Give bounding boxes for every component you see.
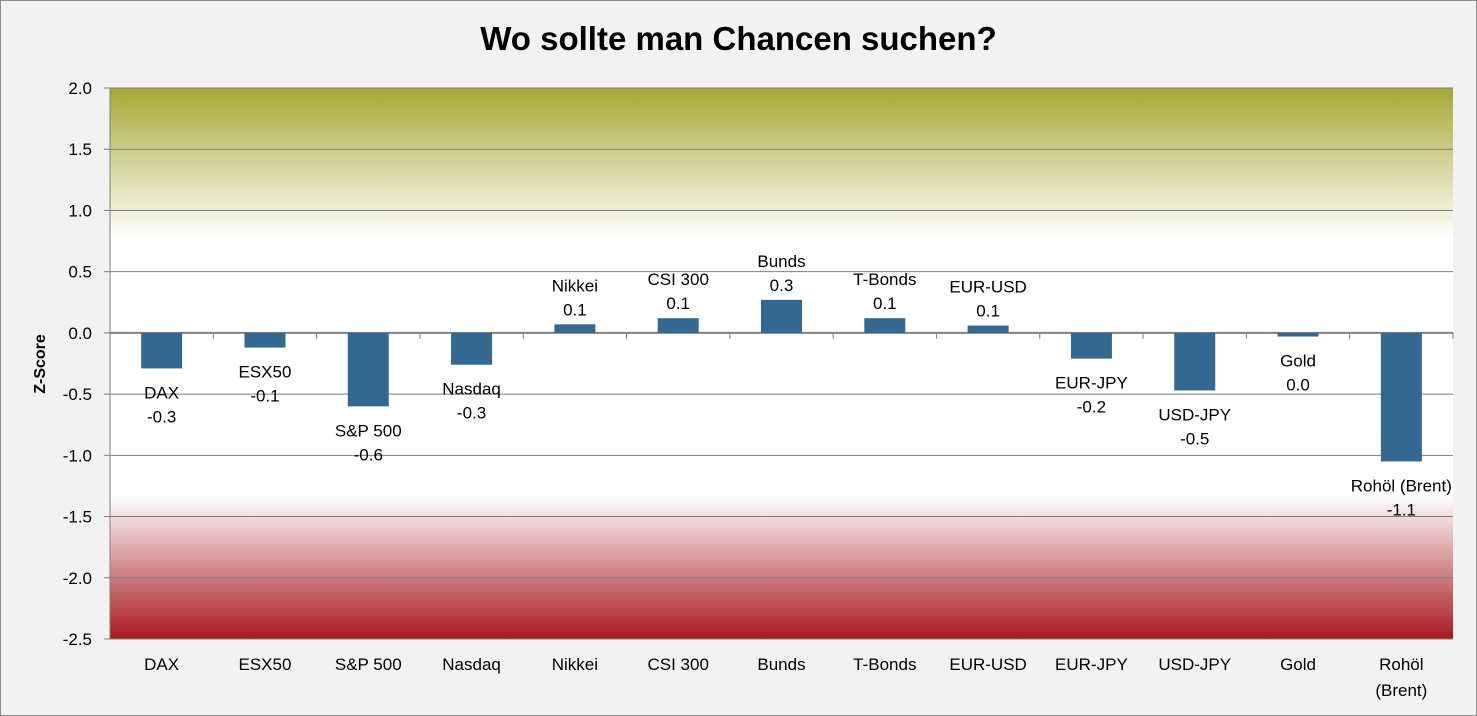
y-tick-label: 1.5 (68, 140, 92, 159)
x-tick-label: EUR-USD (949, 655, 1026, 674)
data-label-value: 0.1 (976, 302, 1000, 321)
x-tick-label: EUR-JPY (1055, 655, 1128, 674)
bar (864, 318, 906, 333)
y-tick-label: -2.5 (63, 630, 92, 649)
x-tick-label: Rohöl (1379, 655, 1423, 674)
data-label-name: T-Bonds (853, 270, 916, 289)
data-label-name: Nikkei (552, 276, 598, 295)
data-label-name: ESX50 (238, 363, 291, 382)
data-label-value: 0.1 (873, 294, 897, 313)
data-label-value: -0.5 (1180, 429, 1209, 448)
x-tick-label: Gold (1280, 655, 1316, 674)
x-tick-label: DAX (144, 655, 179, 674)
bar (451, 332, 493, 365)
data-label-value: -0.3 (147, 407, 176, 426)
data-label-value: -0.6 (354, 445, 383, 464)
bar (1070, 332, 1112, 359)
bar (141, 332, 183, 369)
bar (1277, 332, 1319, 337)
y-tick-label: -1.0 (63, 446, 92, 465)
y-tick-label: -1.5 (63, 508, 92, 527)
y-tick-label: -2.0 (63, 569, 92, 588)
x-tick-label: Nikkei (552, 655, 598, 674)
y-axis-title: Z-Score (32, 334, 49, 394)
y-tick-label: 0.5 (68, 263, 92, 282)
data-label-name: DAX (144, 383, 179, 402)
x-tick-label: (Brent) (1375, 681, 1427, 700)
y-tick-label: 2.0 (68, 79, 92, 98)
bar (244, 332, 286, 348)
bar (657, 318, 699, 333)
data-label-value: -0.2 (1077, 398, 1106, 417)
data-label-value: 0.1 (666, 294, 690, 313)
x-tick-label: USD-JPY (1158, 655, 1231, 674)
y-tick-label: 0.0 (68, 324, 92, 343)
data-label-value: -1.1 (1387, 500, 1416, 519)
bar (347, 332, 389, 407)
x-tick-label: ESX50 (238, 655, 291, 674)
x-tick-label: CSI 300 (647, 655, 708, 674)
data-label-name: Gold (1280, 352, 1316, 371)
x-tick-label: Bunds (757, 655, 805, 674)
upper-opportunity-band (110, 88, 1453, 238)
x-tick-label: Nasdaq (442, 655, 501, 674)
data-label-value: -0.1 (250, 387, 279, 406)
bar (1380, 332, 1422, 462)
data-label-name: EUR-USD (949, 278, 1026, 297)
bar (761, 299, 802, 333)
bar (967, 325, 1009, 333)
data-label-name: CSI 300 (647, 270, 708, 289)
bar (1174, 332, 1216, 391)
data-label-name: EUR-JPY (1055, 374, 1128, 393)
data-label-name: Nasdaq (442, 380, 501, 399)
data-label-name: S&P 500 (335, 421, 402, 440)
x-tick-label: S&P 500 (335, 655, 402, 674)
x-tick-label: T-Bonds (853, 655, 916, 674)
data-label-name: Bunds (757, 252, 805, 271)
bar (554, 324, 596, 333)
data-label-name: USD-JPY (1158, 405, 1231, 424)
data-label-value: 0.1 (563, 300, 587, 319)
chart-title: Wo sollte man Chancen suchen? (480, 20, 997, 57)
data-label-value: 0.0 (1286, 376, 1310, 395)
lower-risk-band (110, 495, 1453, 639)
y-tick-label: 1.0 (68, 201, 92, 220)
data-label-value: 0.3 (770, 276, 794, 295)
y-tick-label: -0.5 (63, 385, 92, 404)
data-label-name: Rohöl (Brent) (1351, 476, 1452, 495)
data-label-value: -0.3 (457, 404, 486, 423)
